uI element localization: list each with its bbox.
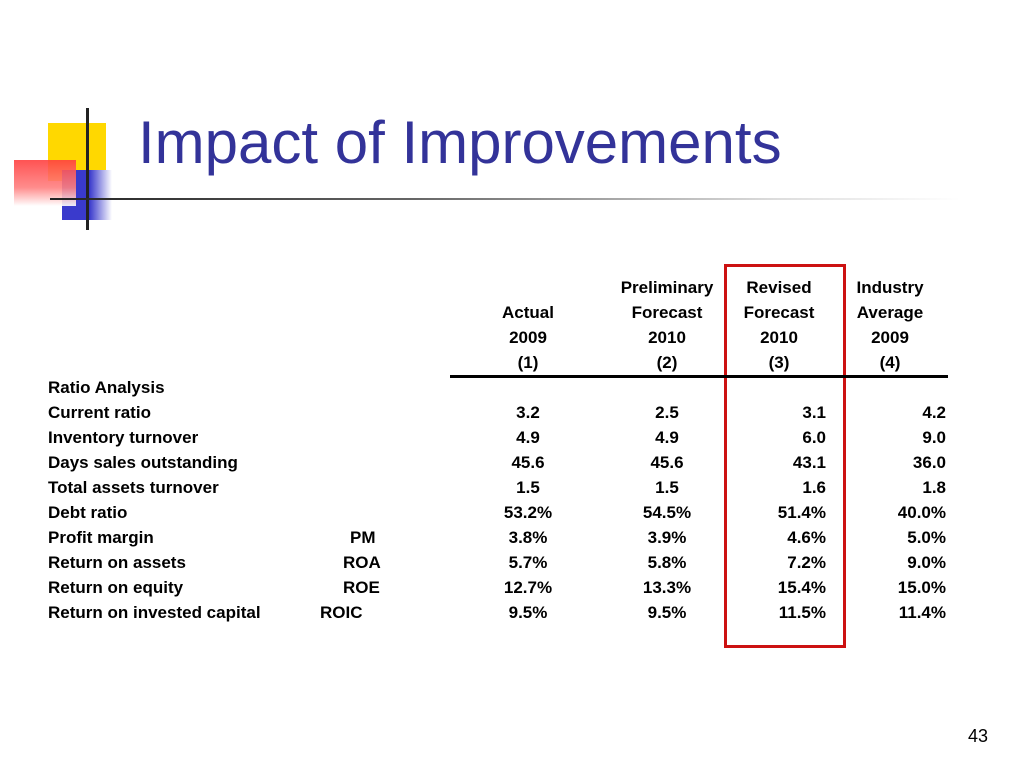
table-cell: 45.6 <box>511 453 545 472</box>
table-cell: 9.0% <box>907 553 946 572</box>
column-header-3-line3: 2010 <box>760 328 798 347</box>
column-header-2-line2: Forecast <box>631 303 703 322</box>
table-cell: 51.4% <box>777 503 826 522</box>
table-cell: 3.2 <box>516 403 540 422</box>
table-cell: 9.5% <box>647 603 687 622</box>
table-cell: 53.2% <box>503 503 553 522</box>
table-cell: 1.5 <box>655 478 679 497</box>
table-cell: 36.0 <box>912 453 946 472</box>
row-label: Return on assets <box>48 553 186 572</box>
row-label: Current ratio <box>48 403 151 422</box>
row-abbreviation: ROE <box>343 578 380 597</box>
decor-vertical-line <box>86 108 89 230</box>
table-cell: 3.9% <box>647 528 687 547</box>
row-label: Days sales outstanding <box>48 453 238 472</box>
page-number: 43 <box>968 726 989 746</box>
table-cell: 1.6 <box>802 478 826 497</box>
column-header-4-line1: Industry <box>856 278 924 297</box>
table-cell: 4.2 <box>922 403 946 422</box>
column-header-3-line1: Revised <box>746 278 812 297</box>
table-cell: 2.5 <box>655 403 679 422</box>
table-cell: 12.7% <box>503 578 553 597</box>
column-header-4-line3: 2009 <box>871 328 909 347</box>
row-label: Profit margin <box>48 528 154 547</box>
header-rule <box>450 375 948 378</box>
table-cell: 54.5% <box>642 503 692 522</box>
table-cell: 13.3% <box>642 578 692 597</box>
table-cell: 43.1 <box>792 453 826 472</box>
row-abbreviation: PM <box>350 528 376 547</box>
table-cell: 9.5% <box>508 603 548 622</box>
table-cell: 1.8 <box>922 478 946 497</box>
row-label: Inventory turnover <box>48 428 199 447</box>
row-abbreviation: ROIC <box>320 603 363 622</box>
table-cell: 3.8% <box>508 528 548 547</box>
table-cell: 3.1 <box>802 403 826 422</box>
table-cell: 4.9 <box>655 428 679 447</box>
table-cell: 5.8% <box>647 553 687 572</box>
section-label: Ratio Analysis <box>48 378 165 397</box>
table-cell: 5.7% <box>508 553 548 572</box>
column-header-2-line4: (2) <box>656 353 678 372</box>
column-header-4-line2: Average <box>856 303 924 322</box>
column-header-1-line3: 2009 <box>509 328 547 347</box>
column-header-1-line4: (1) <box>517 353 539 372</box>
table-cell: 11.5% <box>778 603 826 622</box>
column-header-3-line4: (3) <box>768 353 790 372</box>
table-cell: 4.6% <box>787 528 826 547</box>
table-cell: 7.2% <box>787 553 826 572</box>
column-header-2-line3: 2010 <box>648 328 686 347</box>
slide-title: Impact of Improvements <box>138 109 782 176</box>
table-cell: 11.4% <box>898 603 946 622</box>
table-cell: 40.0% <box>897 503 946 522</box>
table-cell: 6.0 <box>802 428 826 447</box>
table-cell: 15.0% <box>897 578 946 597</box>
table-cell: 1.5 <box>516 478 540 497</box>
column-header-1-line2: Actual <box>502 303 554 322</box>
table-cell: 15.4% <box>777 578 826 597</box>
row-label: Debt ratio <box>48 503 128 522</box>
column-header-3-line2: Forecast <box>743 303 815 322</box>
row-label: Total assets turnover <box>48 478 219 497</box>
row-label: Return on equity <box>48 578 184 597</box>
table-cell: 45.6 <box>650 453 684 472</box>
title-underline <box>50 198 960 200</box>
table-cell: 9.0 <box>922 428 946 447</box>
table-cell: 4.9 <box>516 428 540 447</box>
row-abbreviation: ROA <box>343 553 381 572</box>
table-cell: 5.0% <box>907 528 946 547</box>
column-header-4-line4: (4) <box>879 353 901 372</box>
column-header-2-line1: Preliminary <box>620 278 714 297</box>
row-label: Return on invested capital <box>48 603 261 622</box>
revised-forecast-highlight-box <box>724 264 846 648</box>
